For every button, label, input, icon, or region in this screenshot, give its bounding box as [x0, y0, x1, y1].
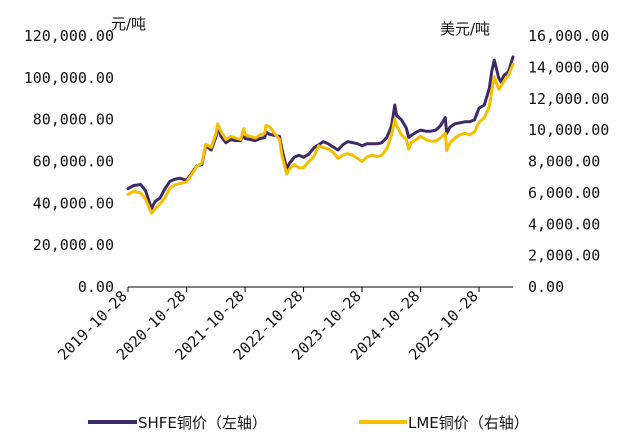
- right-axis-unit: 美元/吨: [440, 20, 490, 38]
- series-line-lme: [126, 62, 515, 215]
- right-tick-label: 6,000.00: [528, 184, 600, 202]
- right-tick-label: 12,000.00: [528, 90, 609, 108]
- right-tick-label: 0.00: [528, 278, 564, 296]
- right-tick-label: 10,000.00: [528, 121, 609, 139]
- left-tick-label: 0.00: [78, 278, 114, 296]
- series-line-shfe: [126, 55, 515, 211]
- right-tick-label: 14,000.00: [528, 58, 609, 76]
- legend-label-shfe: SHFE铜价（左轴）: [138, 414, 267, 432]
- right-tick-label: 8,000.00: [528, 153, 600, 171]
- left-tick-label: 40,000.00: [33, 194, 114, 212]
- left-axis-unit: 元/吨: [111, 15, 146, 33]
- x-axis-ticks: 2019-10-282020-10-282021-10-282022-10-28…: [54, 287, 482, 364]
- left-axis-ticks: 0.00 20,000.00 40,000.00 60,000.00 80,000.00…: [24, 27, 114, 296]
- left-tick-label: 100,000.00: [24, 69, 114, 87]
- left-tick-label: 20,000.00: [33, 236, 114, 254]
- right-tick-label: 2,000.00: [528, 247, 600, 265]
- right-tick-label: 4,000.00: [528, 215, 600, 233]
- right-axis-ticks: 0.00 2,000.00 4,000.00 6,000.00 8,000.00 10,0…: [528, 27, 609, 296]
- right-tick-label: 16,000.00: [528, 27, 609, 45]
- left-tick-label: 80,000.00: [33, 111, 114, 129]
- left-tick-label: 60,000.00: [33, 153, 114, 171]
- series-layer: [126, 55, 515, 215]
- legend-label-lme: LME铜价（右轴）: [408, 414, 529, 432]
- left-tick-label: 120,000.00: [24, 27, 114, 45]
- legend: SHFE铜价（左轴） LME铜价（右轴）: [88, 414, 529, 432]
